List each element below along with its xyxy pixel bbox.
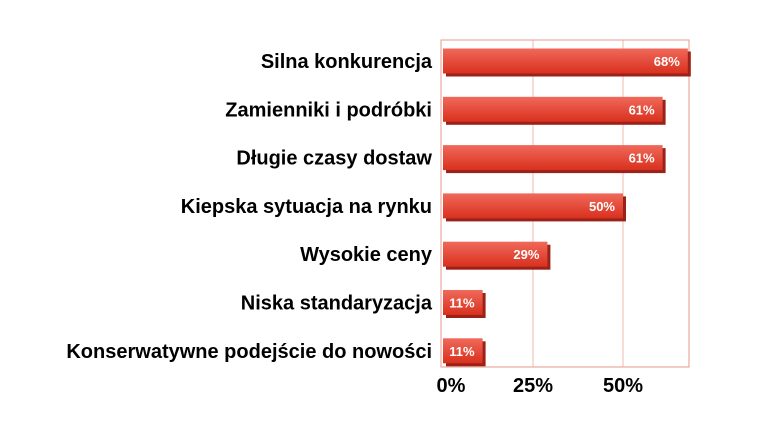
bar-value-label: 50% [589, 199, 615, 214]
bar-value-label: 61% [629, 102, 655, 117]
bar-group: 61% [443, 145, 666, 174]
bar [443, 145, 663, 171]
bar [443, 338, 483, 364]
x-axis-ticks: 0% 25% 50% [437, 375, 644, 397]
category-label: Długie czasy dostaw [236, 148, 432, 170]
x-tick-label: 25% [513, 375, 553, 397]
bars: 68% 61% 61% 50% 29% 11% 11% [443, 48, 691, 367]
bar-group: 68% [443, 48, 691, 77]
bar [443, 290, 483, 315]
bar [443, 193, 623, 219]
category-label: Kiepska sytuacja na rynku [181, 196, 432, 218]
bar-group: 29% [443, 241, 551, 270]
bar-group: 11% [443, 338, 486, 367]
category-labels: Silna konkurencja Zamienniki i podróbki Dł… [66, 51, 433, 363]
category-label: Zamienniki i podróbki [225, 99, 432, 121]
bar-group: 61% [443, 96, 666, 125]
x-tick-label: 0% [437, 375, 466, 397]
bar-group: 50% [443, 193, 626, 222]
category-label: Silna konkurencja [261, 51, 433, 73]
bar-value-label: 68% [654, 54, 680, 69]
bar-value-label: 11% [449, 344, 475, 359]
category-label: Niska standaryzacja [241, 293, 433, 315]
bar-value-label: 11% [449, 296, 475, 311]
bar [443, 241, 548, 267]
bar [443, 96, 663, 122]
category-label: Wysokie ceny [300, 244, 433, 266]
bar-value-label: 29% [513, 247, 539, 262]
bar [443, 48, 688, 74]
bar-value-label: 61% [629, 151, 655, 166]
category-label: Konserwatywne podejście do nowości [66, 341, 432, 363]
plot-area-frame [440, 39, 690, 368]
x-tick-label: 50% [603, 375, 643, 397]
bar-group: 11% [443, 290, 486, 318]
